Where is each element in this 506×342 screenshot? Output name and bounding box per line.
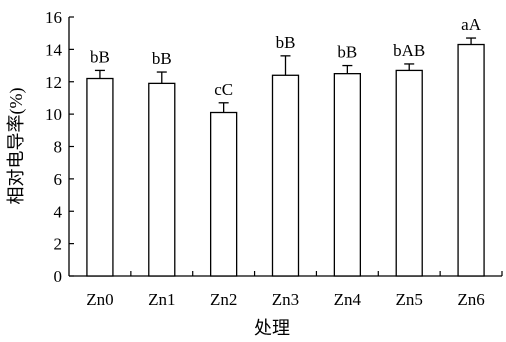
bar [271,74,300,277]
bars [86,43,485,277]
y-tick-label: 14 [45,40,63,59]
bar [86,77,114,277]
y-tick-label: 10 [45,105,62,124]
category-labels: Zn0 Zn1 Zn2 Zn3 Zn4 Zn5 Zn6 [86,271,503,309]
y-axis-ticks: 0 2 4 6 8 10 12 14 16 [45,8,74,286]
significance-label: bB [337,43,357,62]
y-tick-label: 16 [45,8,62,27]
y-tick-label: 6 [54,170,63,189]
significance-label: bB [276,33,296,52]
significance-label: bB [90,47,110,66]
significance-label: bB [152,49,172,68]
category-label: Zn6 [457,290,484,309]
bar [395,69,423,277]
bar [333,73,362,277]
y-tick-label: 8 [54,138,63,157]
bar [457,43,485,277]
significance-label: cC [214,80,233,99]
bar [209,111,238,277]
category-label: Zn2 [210,290,237,309]
significance-labels: bB bB cC bB bB bAB aA [90,15,482,99]
category-label: Zn4 [334,290,362,309]
y-axis-title: 相对电导率(%) [6,88,27,205]
y-tick-label: 2 [54,235,63,254]
y-tick-label: 4 [54,202,63,221]
category-label: Zn1 [148,290,175,309]
y-tick-label: 12 [45,73,62,92]
category-label: Zn5 [396,290,423,309]
significance-label: bAB [393,41,425,60]
bar [148,82,176,277]
significance-label: aA [461,15,482,34]
x-axis-title: 处理 [254,318,290,338]
category-label: Zn3 [272,290,299,309]
error-bars [94,37,477,113]
y-tick-label: 0 [54,267,63,286]
category-label: Zn0 [86,290,113,309]
